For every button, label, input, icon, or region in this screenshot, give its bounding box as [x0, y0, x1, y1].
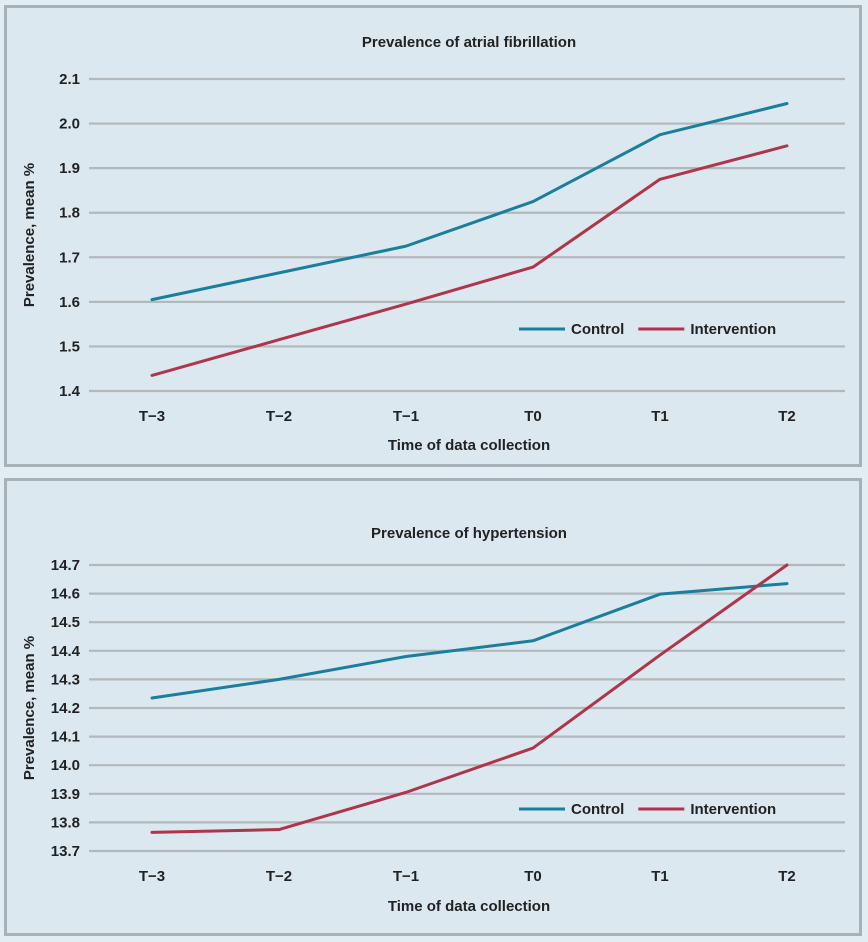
x-tick-label: T−1: [393, 868, 419, 885]
x-tick-label: T−3: [139, 868, 165, 885]
chart-title: Prevalence of hypertension: [371, 525, 567, 542]
x-tick-label: T0: [524, 408, 542, 425]
y-tick-label: 14.3: [51, 671, 80, 688]
x-tick-label: T2: [778, 408, 796, 425]
x-tick-label: T−3: [139, 408, 165, 425]
chart-panel-atrial-fibrillation: Prevalence of atrial fibrillation 1.4 1.5…: [4, 5, 862, 467]
y-tick-label: 13.8: [51, 814, 80, 831]
x-axis-label: Time of data collection: [388, 898, 550, 915]
legend-label: Control: [571, 801, 624, 818]
x-tick-label: T−2: [266, 868, 292, 885]
chart-title: Prevalence of atrial fibrillation: [362, 34, 576, 51]
y-tick-label: 14.1: [51, 729, 80, 746]
y-tick-label: 1.6: [59, 294, 80, 311]
y-tick-label: 13.7: [51, 843, 80, 860]
series-line-intervention: [150, 144, 789, 377]
y-tick-label: 14.6: [51, 586, 80, 603]
y-tick-label: 14.5: [51, 614, 80, 631]
y-tick-label: 2.0: [59, 116, 80, 133]
y-tick-label: 14.7: [51, 557, 80, 574]
legend-label: Control: [571, 321, 624, 338]
legend: Control Intervention: [519, 321, 776, 338]
y-tick-label: 1.4: [59, 383, 81, 400]
series-line-control: [150, 582, 789, 700]
x-tick-label: T1: [651, 408, 669, 425]
legend-label: Intervention: [690, 321, 776, 338]
y-tick-label: 1.5: [59, 338, 80, 355]
y-tick-label: 14.0: [51, 757, 80, 774]
legend-label: Intervention: [690, 801, 776, 818]
chart-hypertension: Prevalence of hypertension 13.7 13.8 13.9 1…: [21, 525, 845, 915]
y-tick-label: 14.2: [51, 700, 80, 717]
y-tick-label: 1.7: [59, 249, 80, 266]
series-line-intervention: [150, 563, 789, 834]
y-axis-label: Prevalence, mean %: [21, 636, 38, 780]
y-tick-label: 2.1: [59, 71, 80, 88]
x-tick-label: T0: [524, 868, 542, 885]
chart-atrial-fibrillation: Prevalence of atrial fibrillation 1.4 1.5…: [21, 34, 845, 454]
x-tick-label: T1: [651, 868, 669, 885]
y-axis-label: Prevalence, mean %: [21, 163, 38, 307]
series-line-control: [150, 102, 789, 302]
x-axis-label: Time of data collection: [388, 437, 550, 454]
y-tick-label: 1.8: [59, 205, 80, 222]
legend: Control Intervention: [519, 801, 776, 818]
x-tick-label: T2: [778, 868, 796, 885]
x-tick-label: T−2: [266, 408, 292, 425]
x-tick-label: T−1: [393, 408, 419, 425]
y-tick-label: 13.9: [51, 786, 80, 803]
y-tick-label: 14.4: [51, 643, 81, 660]
y-tick-label: 1.9: [59, 160, 80, 177]
chart-panel-hypertension: Prevalence of hypertension 13.7 13.8 13.9 1…: [4, 478, 862, 936]
